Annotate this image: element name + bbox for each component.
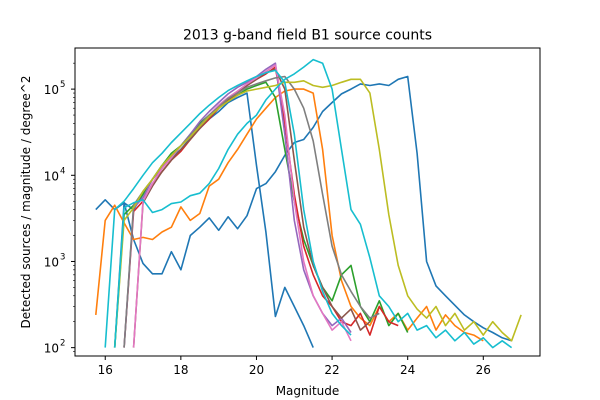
series-line-12 [104,69,352,348]
x-tick-label: 16 [98,363,113,377]
x-tick-label: 20 [249,363,264,377]
x-tick-label: 18 [173,363,188,377]
x-tick-layer: 16 18 20 22 24 26 [98,356,491,377]
x-tick-label: 22 [324,363,339,377]
series-line-9 [123,75,380,348]
series-line-4 [113,81,409,348]
y-tick-label: 10 [44,169,59,183]
x-tick-label: 26 [476,363,491,377]
chart-title: 2013 g-band field B1 source counts [183,28,432,44]
series-line-7 [132,68,371,348]
y-tick-exponent: 2 [60,339,65,349]
x-tick-label: 24 [400,363,415,377]
y-axis-label: Detected sources / magnitude / degree^2 [19,76,33,329]
series-line-2 [113,92,314,348]
y-tick-label: 10 [44,342,59,356]
series-line-10 [113,78,522,348]
plot-frame [74,47,541,357]
series-line-3 [95,88,484,342]
y-tick-label: 10 [44,255,59,269]
y-tick-exponent: 4 [60,166,65,176]
y-tick-exponent: 3 [60,252,65,262]
x-axis-label: Magnitude [276,384,340,398]
series-line-6 [123,62,352,348]
y-tick-label: 10 [44,83,59,97]
series-layer [95,58,522,349]
series-line-8 [132,64,352,348]
series-line-1 [95,75,512,342]
y-tick-exponent: 5 [60,80,65,90]
series-line-11 [113,58,513,349]
